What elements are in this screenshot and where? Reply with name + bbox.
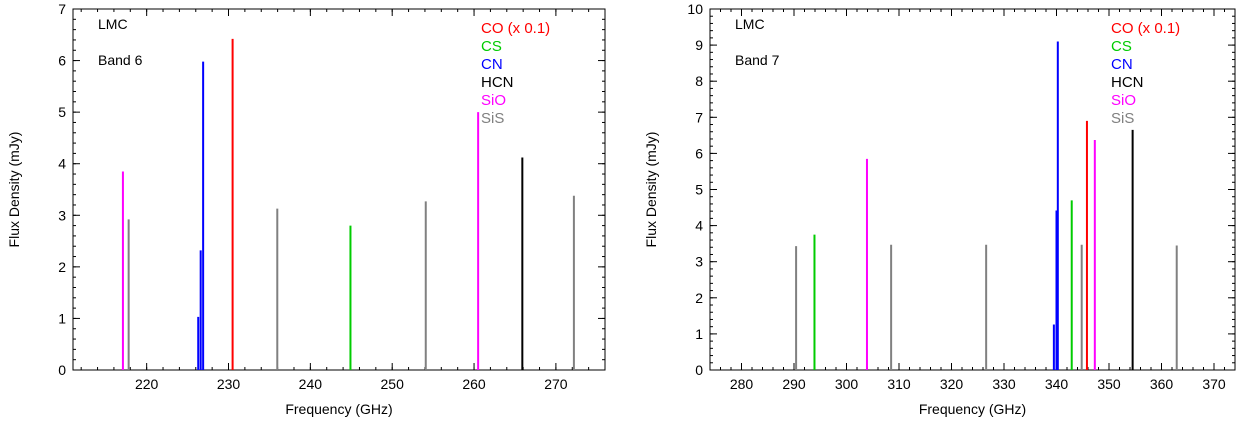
- y-tick-label: 9: [695, 37, 703, 53]
- y-tick-label: 7: [695, 109, 703, 125]
- x-tick-label: 370: [1202, 376, 1226, 392]
- y-tick-label: 5: [695, 182, 703, 198]
- x-tick-label: 230: [217, 376, 241, 392]
- legend-entry-hcn: HCN: [481, 74, 514, 91]
- legend-entry-cn: CN: [1111, 56, 1133, 73]
- legend-entry-sio: SiO: [1111, 92, 1136, 109]
- legend-entry-sio: SiO: [481, 92, 506, 109]
- y-axis-label: Flux Density (mJy): [643, 132, 659, 248]
- legend-entry-sis: SiS: [1111, 110, 1134, 127]
- legend-entry-co: CO (x 0.1): [481, 20, 550, 37]
- legend-entry-cs: CS: [1111, 38, 1132, 55]
- x-tick-label: 250: [381, 376, 405, 392]
- y-tick-label: 8: [695, 73, 703, 89]
- x-tick-label: 270: [544, 376, 568, 392]
- y-tick-label: 4: [695, 218, 703, 234]
- y-tick-label: 10: [687, 1, 703, 17]
- panel-annotation: LMC: [735, 16, 765, 32]
- legend-entry-cn: CN: [481, 56, 503, 73]
- y-tick-label: 4: [58, 156, 66, 172]
- panel-annotation: Band 7: [735, 52, 780, 68]
- y-tick-label: 1: [695, 326, 703, 342]
- y-tick-label: 2: [58, 259, 66, 275]
- y-axis-label: Flux Density (mJy): [6, 132, 22, 248]
- y-tick-label: 3: [58, 207, 66, 223]
- x-tick-label: 220: [135, 376, 159, 392]
- y-tick-label: 5: [58, 104, 66, 120]
- y-tick-label: 6: [695, 145, 703, 161]
- chart-panel-band-7: 280 290 300 310 320 330 340 350 360 370 0 1 2 3 4 5 6 7 8 9…: [643, 1, 1236, 417]
- plot-frame: [72, 8, 606, 371]
- y-tick-label: 0: [695, 362, 703, 378]
- y-tick-label: 1: [58, 310, 66, 326]
- x-tick-label: 260: [462, 376, 486, 392]
- y-tick-label: 3: [695, 254, 703, 270]
- y-tick-label: 7: [58, 1, 66, 17]
- panel-annotation: Band 6: [98, 52, 143, 68]
- legend-entry-sis: SiS: [481, 110, 504, 127]
- legend-entry-co: CO (x 0.1): [1111, 20, 1180, 37]
- x-tick-label: 330: [992, 376, 1016, 392]
- x-tick-label: 240: [299, 376, 323, 392]
- x-tick-label: 290: [782, 376, 806, 392]
- plot-frame: [709, 8, 1236, 371]
- x-tick-label: 320: [940, 376, 964, 392]
- y-tick-label: 6: [58, 53, 66, 69]
- panel-annotation: LMC: [98, 16, 128, 32]
- x-tick-label: 310: [887, 376, 911, 392]
- chart-panel-band-6: 220 230 240 250 260 270 0 1 2 3 4 5 6 7 Frequency (GHz…: [6, 1, 606, 417]
- x-tick-label: 350: [1097, 376, 1121, 392]
- y-tick-label: 0: [58, 362, 66, 378]
- x-axis-label: Frequency (GHz): [919, 401, 1026, 417]
- x-tick-label: 340: [1045, 376, 1069, 392]
- x-tick-label: 300: [835, 376, 859, 392]
- legend-entry-hcn: HCN: [1111, 74, 1144, 91]
- x-axis-label: Frequency (GHz): [285, 401, 392, 417]
- y-tick-label: 2: [695, 290, 703, 306]
- legend-entry-cs: CS: [481, 38, 502, 55]
- x-tick-label: 280: [730, 376, 754, 392]
- x-tick-label: 360: [1150, 376, 1174, 392]
